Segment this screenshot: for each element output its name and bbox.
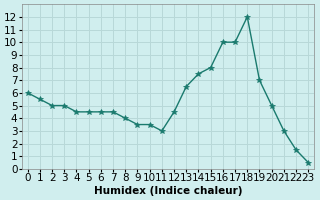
X-axis label: Humidex (Indice chaleur): Humidex (Indice chaleur) <box>94 186 242 196</box>
